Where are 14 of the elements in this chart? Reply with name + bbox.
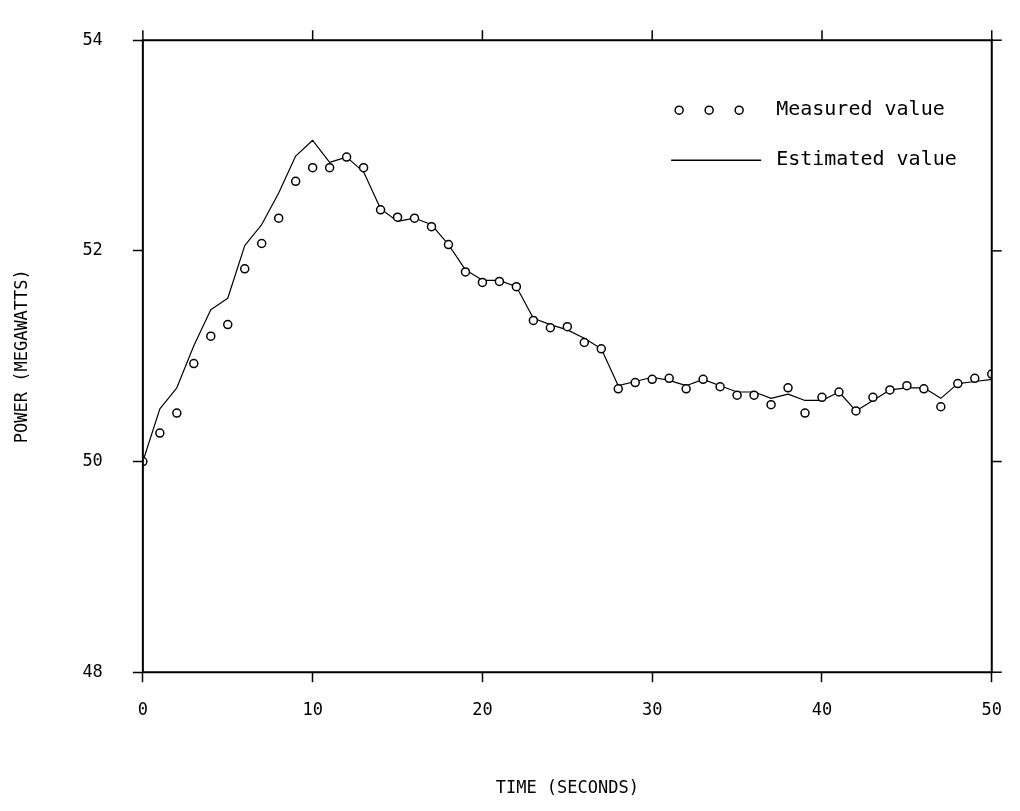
x-tick-label: 30	[641, 698, 663, 719]
y-tick-label: 48	[82, 660, 103, 681]
x-axis-title: TIME (SECONDS)	[495, 777, 639, 798]
y-tick-label: 52	[82, 239, 103, 260]
y-tick-label: 50	[82, 449, 103, 470]
y-tick-label: 54	[82, 28, 103, 49]
x-tick-label: 10	[302, 698, 323, 719]
x-tick-label: 0	[137, 698, 148, 719]
legend-label: Estimated value	[776, 146, 957, 171]
y-axis-title: POWER (MEGAWATTS)	[10, 269, 31, 444]
x-tick-label: 40	[811, 698, 833, 719]
legend-label: Measured value	[776, 96, 945, 121]
x-tick-label: 50	[981, 698, 1003, 719]
x-tick-label: 20	[472, 698, 493, 719]
